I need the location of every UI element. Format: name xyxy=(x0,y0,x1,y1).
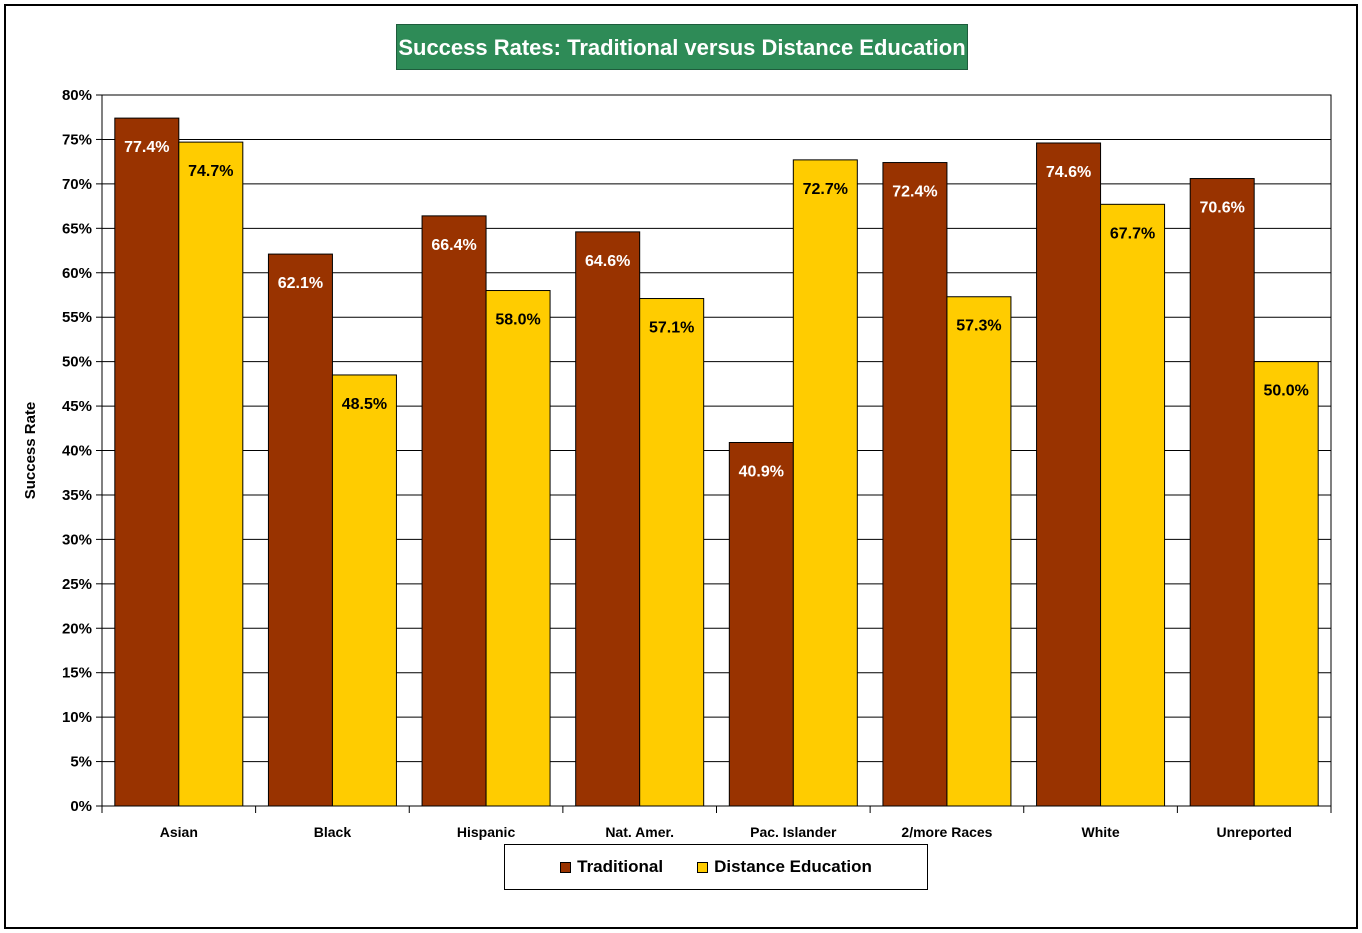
legend-item-distance-education: Distance Education xyxy=(697,857,872,877)
y-tick-label: 40% xyxy=(62,443,92,460)
bar-distance-education xyxy=(946,296,1012,807)
chart-title: Success Rates: Traditional versus Distan… xyxy=(396,24,968,70)
bar-distance-education xyxy=(1253,361,1319,807)
data-label: 77.4% xyxy=(124,139,169,156)
x-tick-label: 2/more Races xyxy=(901,824,992,840)
bar-distance-education xyxy=(178,141,244,807)
y-tick-label: 75% xyxy=(62,131,92,148)
bar-traditional xyxy=(575,231,641,807)
x-tick-label: Black xyxy=(314,824,352,840)
y-tick-label: 65% xyxy=(62,220,92,237)
x-tick-label: Unreported xyxy=(1216,824,1291,840)
data-label: 40.9% xyxy=(739,464,784,481)
bar-traditional xyxy=(882,162,948,807)
bar-distance-education xyxy=(792,159,858,807)
data-label: 57.1% xyxy=(649,320,694,337)
y-tick-label: 55% xyxy=(62,309,92,326)
bar-distance-education xyxy=(331,374,397,807)
y-tick-label: 5% xyxy=(70,754,92,771)
y-tick-label: 20% xyxy=(62,620,92,637)
data-label: 74.7% xyxy=(188,163,233,180)
y-tick-label: 45% xyxy=(62,398,92,415)
y-tick-label: 35% xyxy=(62,487,92,504)
bar-distance-education xyxy=(1100,203,1166,807)
y-tick-label: 25% xyxy=(62,576,92,593)
data-label: 62.1% xyxy=(278,275,323,292)
bar-traditional xyxy=(267,253,333,807)
data-label: 57.3% xyxy=(956,318,1001,335)
x-tick-label: White xyxy=(1082,824,1120,840)
y-tick-label: 30% xyxy=(62,531,92,548)
x-tick-label: Nat. Amer. xyxy=(605,824,674,840)
data-label: 72.7% xyxy=(803,181,848,198)
x-tick-label: Asian xyxy=(160,824,198,840)
bar-distance-education xyxy=(639,298,705,807)
data-label: 48.5% xyxy=(342,396,387,413)
bar-distance-education xyxy=(485,290,551,807)
y-tick-label: 10% xyxy=(62,709,92,726)
y-tick-label: 0% xyxy=(70,798,92,815)
y-tick-label: 15% xyxy=(62,665,92,682)
x-tick-label: Pac. Islander xyxy=(750,824,837,840)
data-label: 50.0% xyxy=(1264,383,1309,400)
data-label: 58.0% xyxy=(495,312,540,329)
data-label: 70.6% xyxy=(1200,200,1245,217)
legend: Traditional Distance Education xyxy=(504,844,928,890)
data-label: 67.7% xyxy=(1110,225,1155,242)
y-tick-label: 80% xyxy=(62,87,92,104)
bar-traditional xyxy=(421,215,487,807)
bar-traditional xyxy=(114,117,180,807)
bar-traditional xyxy=(1036,142,1102,807)
legend-label-distance-education: Distance Education xyxy=(714,857,872,876)
legend-item-traditional: Traditional xyxy=(560,857,663,877)
legend-swatch-distance-education xyxy=(697,861,709,873)
y-tick-label: 50% xyxy=(62,354,92,371)
data-label: 66.4% xyxy=(431,237,476,254)
y-tick-label: 70% xyxy=(62,176,92,193)
legend-label-traditional: Traditional xyxy=(577,857,664,876)
y-tick-label: 60% xyxy=(62,265,92,282)
data-label: 64.6% xyxy=(585,253,630,270)
bar-traditional xyxy=(1189,178,1255,807)
bar-traditional xyxy=(728,442,794,807)
data-label: 72.4% xyxy=(892,184,937,201)
y-axis-title: Success Rate xyxy=(22,402,39,500)
x-tick-label: Hispanic xyxy=(457,824,516,840)
data-label: 74.6% xyxy=(1046,164,1091,181)
legend-swatch-traditional xyxy=(560,861,572,873)
